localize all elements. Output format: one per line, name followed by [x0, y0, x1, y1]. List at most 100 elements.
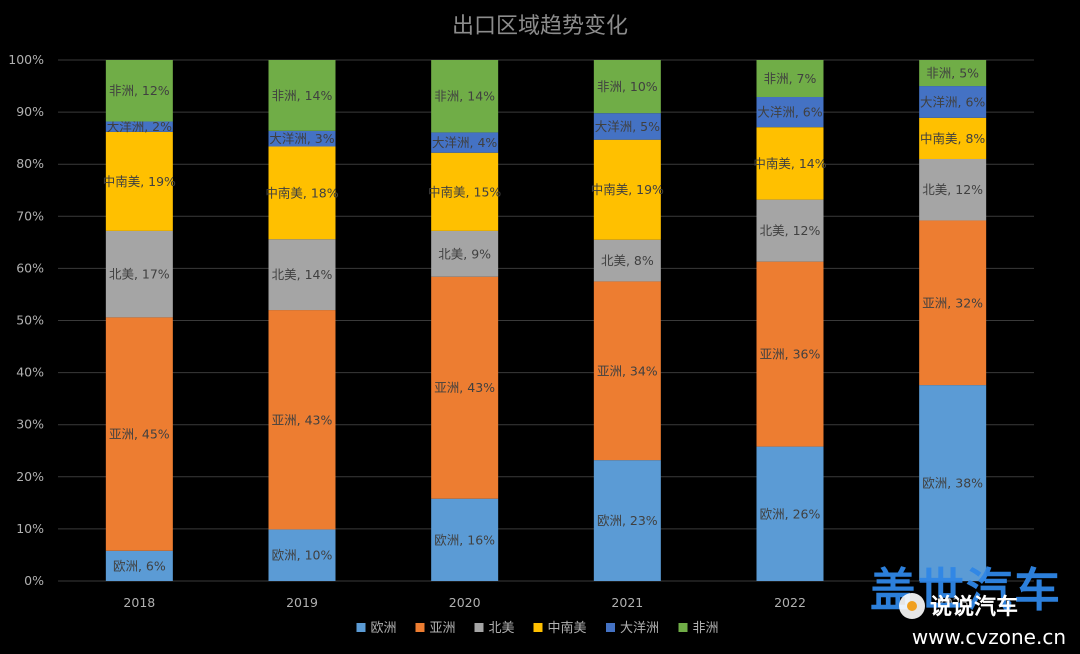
- bar-segment: [431, 276, 499, 499]
- bar-segment: [756, 446, 824, 581]
- data-label: 非洲, 7%: [764, 71, 817, 86]
- data-label: 中南美, 19%: [103, 174, 176, 189]
- legend-swatch: [415, 623, 425, 632]
- data-label: 大洋洲, 5%: [595, 119, 660, 134]
- y-tick-label: 20%: [16, 469, 44, 484]
- data-label: 大洋洲, 3%: [269, 131, 334, 146]
- data-label: 欧洲, 10%: [272, 548, 333, 563]
- data-label: 非洲, 12%: [109, 83, 170, 98]
- bar-segment: [268, 239, 336, 311]
- data-label: 北美, 9%: [438, 246, 491, 261]
- y-tick-label: 100%: [8, 52, 44, 67]
- data-label: 欧洲, 38%: [922, 476, 983, 491]
- legend-label: 大洋洲: [620, 621, 659, 636]
- y-tick-label: 40%: [16, 365, 44, 380]
- bar-segment: [105, 550, 173, 581]
- data-label: 非洲, 14%: [434, 89, 495, 104]
- data-label: 亚洲, 36%: [760, 347, 821, 362]
- bar-segment: [431, 498, 499, 581]
- legend-swatch: [678, 623, 688, 632]
- y-tick-label: 50%: [16, 313, 44, 328]
- legend-swatch: [533, 623, 543, 632]
- bar-segment: [919, 158, 987, 221]
- data-label: 北美, 17%: [109, 267, 170, 282]
- legend-label: 非洲: [693, 621, 719, 636]
- data-label: 亚洲, 32%: [922, 295, 983, 310]
- data-label: 大洋洲, 6%: [757, 105, 822, 120]
- bar-segment: [919, 60, 987, 87]
- bar-segment: [105, 121, 173, 132]
- watermark-sub: 说说汽车: [930, 594, 1018, 620]
- bar-segment: [105, 317, 173, 551]
- x-tick-label: 2023: [937, 595, 969, 610]
- legend-swatch: [606, 623, 615, 632]
- data-label: 北美, 14%: [272, 267, 333, 282]
- x-tick-label: 2021: [611, 595, 643, 610]
- bar-segment: [756, 96, 824, 128]
- data-label: 非洲, 10%: [597, 79, 658, 94]
- bar-segment: [756, 261, 824, 447]
- data-label: 中南美, 8%: [920, 131, 985, 146]
- data-label: 北美, 12%: [922, 182, 983, 197]
- y-tick-label: 70%: [16, 208, 44, 223]
- x-tick-label: 2020: [449, 595, 481, 610]
- y-tick-label: 60%: [16, 260, 44, 275]
- bar-segment: [593, 60, 661, 114]
- legend-label: 中南美: [548, 620, 587, 636]
- bar-segment: [431, 230, 499, 277]
- y-axis: 0% 10% 20% 30% 40% 50% 60% 70% 80% 90% 100%: [8, 52, 44, 588]
- bar-segment: [593, 113, 661, 140]
- bar-segment: [431, 152, 499, 231]
- bar-segment: [756, 127, 824, 200]
- bar-segment: [919, 220, 987, 386]
- bar-segment: [268, 60, 336, 131]
- data-label: 欧洲, 6%: [113, 558, 166, 573]
- y-tick-label: 0%: [24, 573, 44, 588]
- bar-segment: [919, 86, 987, 118]
- bar-segment: [593, 139, 661, 240]
- data-label: 北美, 8%: [601, 253, 654, 268]
- bar-segment: [268, 529, 336, 581]
- y-tick-label: 90%: [16, 104, 44, 119]
- data-label: 大洋洲, 4%: [432, 135, 497, 150]
- bar-segment: [105, 131, 173, 231]
- legend-swatch: [356, 623, 366, 632]
- data-label: 中南美, 14%: [753, 156, 826, 171]
- data-label: 亚洲, 43%: [434, 380, 495, 395]
- data-label: 中南美, 18%: [265, 185, 338, 200]
- data-label: 亚洲, 43%: [272, 412, 333, 427]
- y-tick-label: 80%: [16, 156, 44, 171]
- legend-swatch: [474, 623, 484, 632]
- data-label: 非洲, 5%: [926, 66, 979, 81]
- grid-lines: [58, 59, 1034, 582]
- bar-segment: [593, 281, 661, 461]
- x-tick-label: 2018: [123, 595, 155, 610]
- bar-segment: [593, 239, 661, 282]
- bar-segment: [105, 60, 173, 122]
- data-label: 欧洲, 26%: [760, 506, 821, 521]
- legend-label: 亚洲: [430, 621, 456, 636]
- data-label: 欧洲, 16%: [434, 532, 495, 547]
- data-label: 中南美, 15%: [428, 184, 501, 199]
- bar-segment: [268, 130, 336, 147]
- legend: 欧洲 亚洲 北美 中南美 大洋洲 非洲: [356, 620, 719, 636]
- bar-segment: [593, 460, 661, 581]
- data-label: 欧洲, 23%: [597, 513, 658, 528]
- watermark-url: www.cvzone.cn: [912, 625, 1066, 649]
- bar-segment: [756, 199, 824, 262]
- data-label: 亚洲, 34%: [597, 363, 658, 378]
- data-label: 非洲, 14%: [272, 88, 333, 103]
- legend-label: 北美: [489, 621, 515, 636]
- bar-segment: [431, 132, 499, 153]
- y-tick-label: 10%: [16, 521, 44, 536]
- chart-title: 出口区域趋势变化: [452, 14, 628, 39]
- data-label: 大洋洲, 2%: [107, 119, 172, 134]
- bars: 欧洲, 6% 亚洲, 45% 北美, 17% 中南美, 19% 大洋洲, 2% 非洲, 1…: [103, 60, 987, 581]
- watermark-logo-dot-icon: [907, 601, 917, 611]
- data-label: 亚洲, 45%: [109, 427, 170, 442]
- bar-segment: [268, 310, 336, 530]
- bar-segment: [919, 385, 987, 581]
- bar-segment: [431, 60, 499, 133]
- x-axis: 2018 2019 2020 2021 2022 2023: [123, 595, 968, 610]
